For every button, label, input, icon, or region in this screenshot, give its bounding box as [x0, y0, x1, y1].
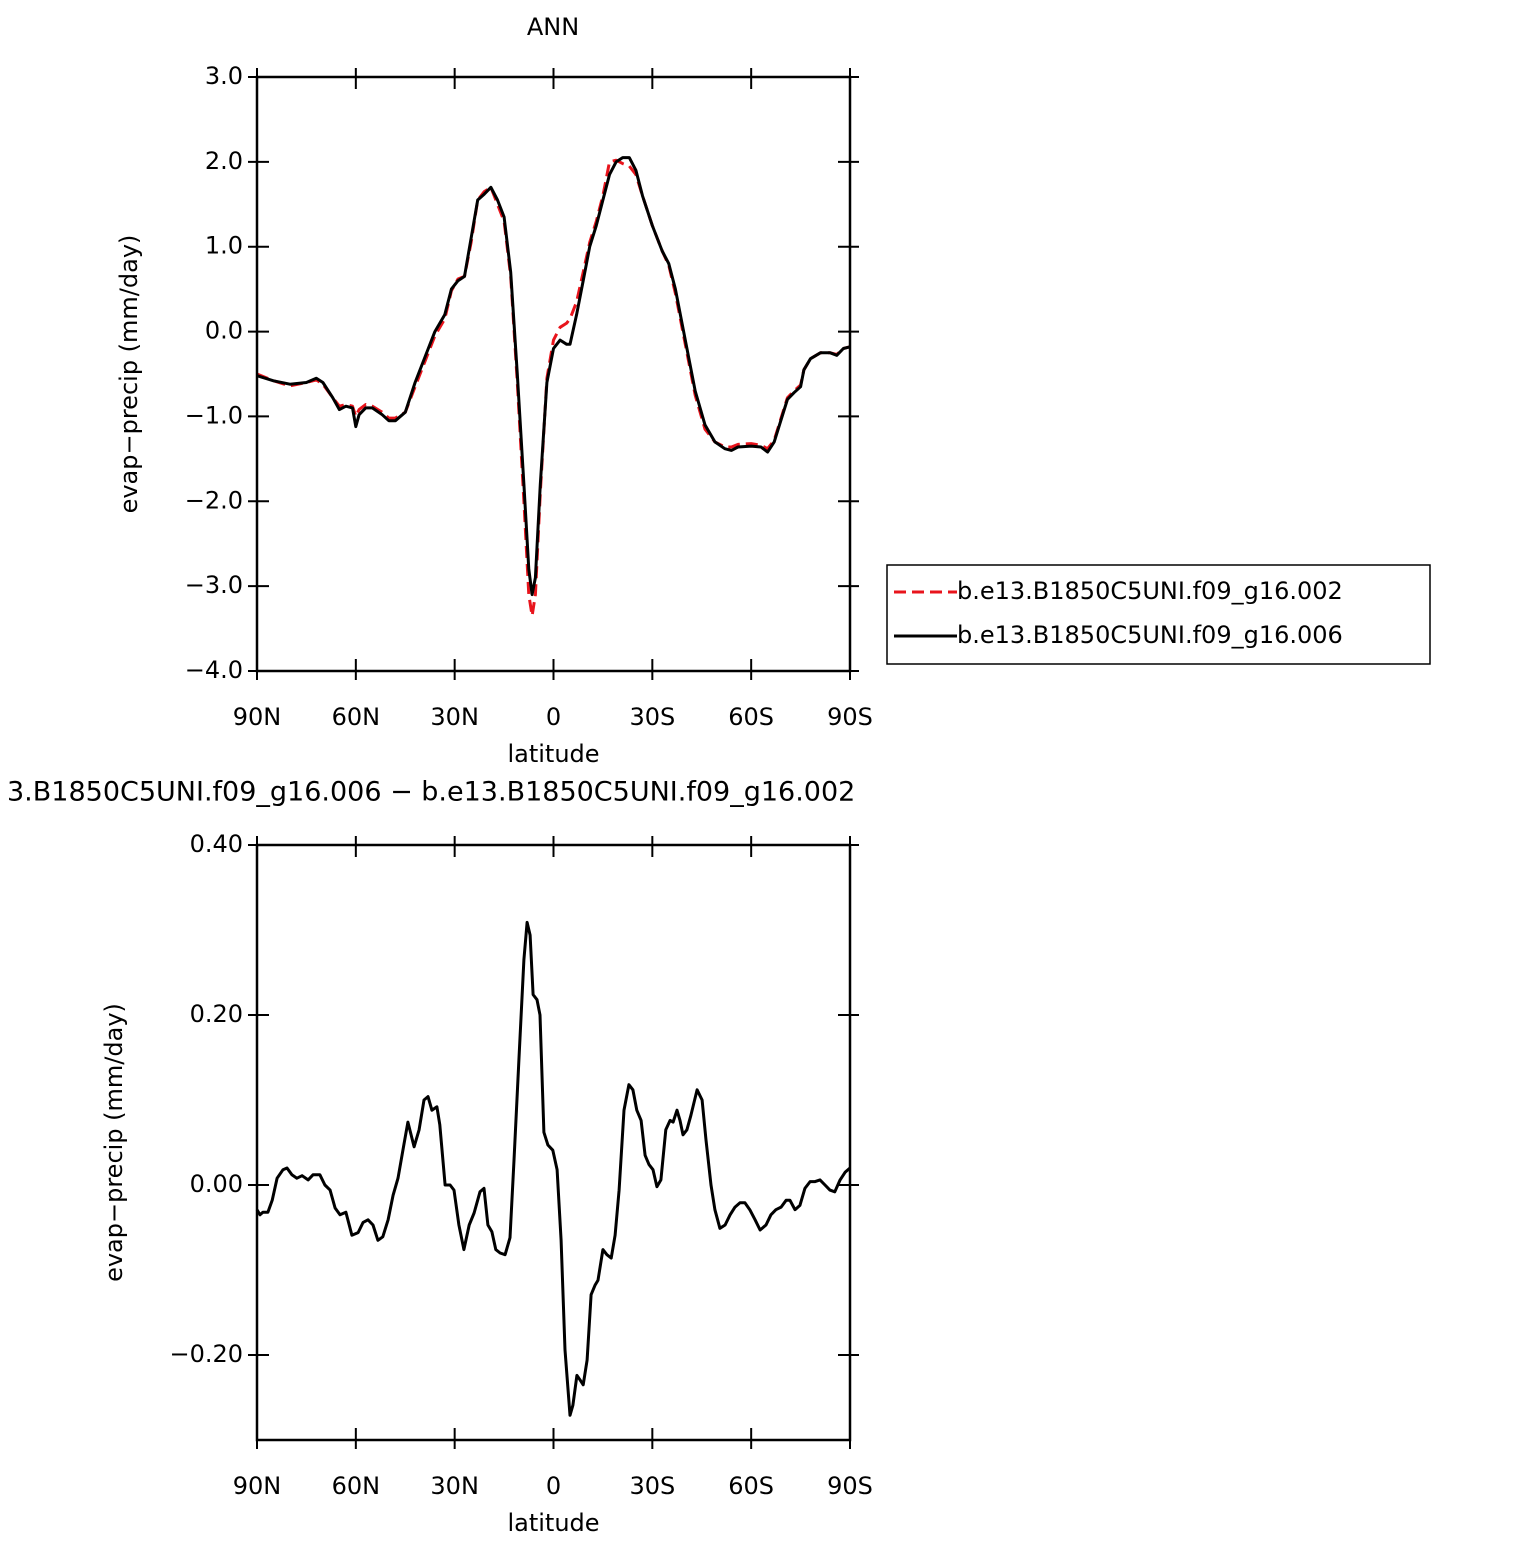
y-tick-label: −2.0 — [185, 486, 243, 514]
x-tick-label: 30S — [629, 1472, 675, 1500]
y-tick-label: 3.0 — [205, 62, 243, 90]
x-tick-label: 0 — [546, 703, 561, 731]
y-tick-label: −1.0 — [185, 401, 243, 429]
legend: b.e13.B1850C5UNI.f09_g16.002 b.e13.B1850C… — [886, 564, 1431, 665]
x-tick-label: 90N — [233, 703, 282, 731]
x-tick-label: 90N — [233, 1472, 282, 1500]
y-tick-label: −0.20 — [169, 1340, 243, 1368]
chart-title: ANN — [527, 13, 579, 41]
y-tick-label: 0.0 — [205, 317, 243, 345]
data-line — [256, 156, 851, 597]
x-tick-label: 30N — [430, 1472, 479, 1500]
x-tick-label: 60S — [728, 1472, 774, 1500]
y-tick-label: −3.0 — [185, 571, 243, 599]
x-tick-label: 60N — [332, 1472, 381, 1500]
data-line — [256, 158, 851, 618]
legend-label: b.e13.B1850C5UNI.f09_g16.002 — [957, 577, 1343, 605]
x-tick-label: 90S — [827, 1472, 873, 1500]
plot-frame — [255, 843, 852, 1442]
plot-frame — [255, 75, 852, 673]
y-tick-label: 0.00 — [190, 1170, 243, 1198]
legend-box — [886, 564, 1431, 665]
y-tick-label: 0.40 — [190, 830, 243, 858]
x-tick-label: 60N — [332, 703, 381, 731]
x-axis-label: latitude — [507, 740, 599, 768]
y-tick-label: 1.0 — [205, 232, 243, 260]
chart-title: 3.B1850C5UNI.f09_g16.006 − b.e13.B1850C5… — [7, 777, 855, 808]
x-tick-label: 30S — [629, 703, 675, 731]
x-axis-label: latitude — [507, 1509, 599, 1537]
y-tick-label: −4.0 — [185, 656, 243, 684]
y-axis-label: evap−precip (mm/day) — [100, 1003, 128, 1282]
x-tick-label: 90S — [827, 703, 873, 731]
x-tick-label: 0 — [546, 1472, 561, 1500]
legend-label: b.e13.B1850C5UNI.f09_g16.006 — [957, 621, 1343, 649]
x-tick-label: 30N — [430, 703, 479, 731]
data-line — [255, 920, 851, 1417]
y-axis-label: evap−precip (mm/day) — [115, 235, 143, 514]
x-tick-label: 60S — [728, 703, 774, 731]
y-tick-label: 2.0 — [205, 147, 243, 175]
y-tick-label: 0.20 — [190, 1000, 243, 1028]
